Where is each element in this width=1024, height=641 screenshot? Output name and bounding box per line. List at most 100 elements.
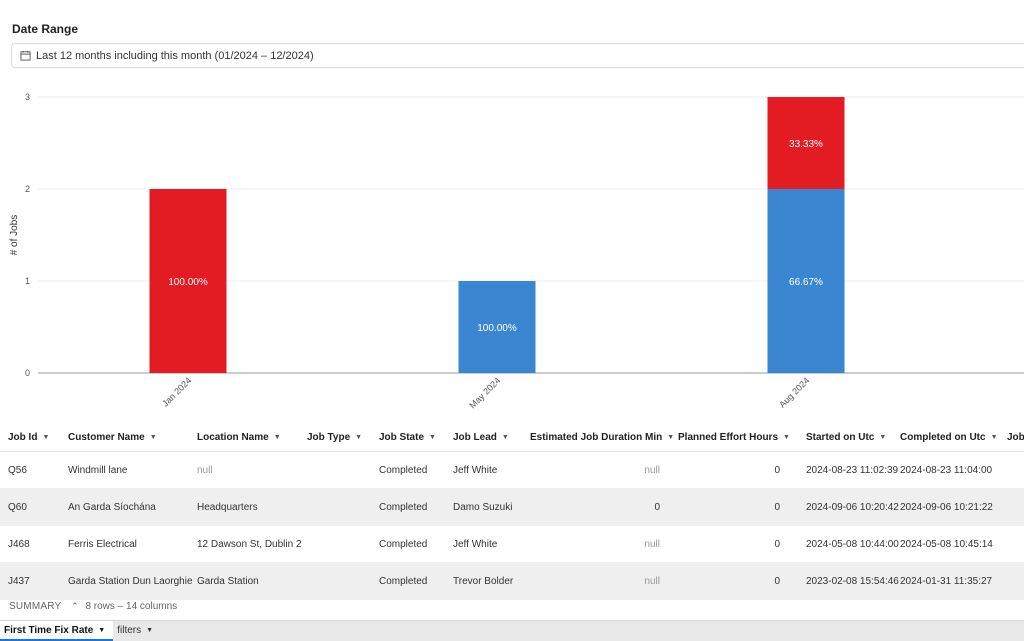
table-cell: null	[644, 576, 660, 587]
column-header-label: Job Id	[8, 432, 38, 443]
table-cell: null	[644, 465, 660, 476]
caret-down-icon[interactable]: ▼	[42, 434, 50, 441]
column-header[interactable]: Planned Effort Hours ▼	[678, 424, 790, 452]
table-cell: 2024-09-06 10:21:22	[900, 502, 993, 513]
bar-segment	[149, 189, 227, 373]
table-cell: Garda Station Dun Laorghie	[68, 576, 193, 587]
date-range-label: Date Range	[12, 22, 79, 36]
column-header[interactable]: Job Lead ▼	[453, 424, 509, 452]
y-tick-label: 1	[25, 276, 30, 286]
table-row[interactable]: J437 Garda Station Dun Laorghie Garda Stat…	[0, 563, 1024, 600]
column-header-label: Location Name	[197, 432, 269, 443]
column-header[interactable]: Job State ▼	[379, 424, 436, 452]
bar-data-label: 100.00%	[168, 277, 208, 288]
column-header-label: Job	[1007, 432, 1024, 443]
caret-down-icon[interactable]: ▼	[667, 434, 675, 441]
bar-segment	[458, 281, 536, 373]
table-cell: 0	[654, 502, 660, 513]
column-header-label: Estimated Job Duration Min	[530, 432, 663, 443]
column-header[interactable]: Location Name ▼	[197, 424, 281, 452]
table-cell: Headquarters	[197, 502, 258, 513]
column-header[interactable]: Completed on Utc ▼	[900, 424, 998, 452]
caret-down-icon[interactable]: ▼	[146, 627, 154, 634]
caret-down-icon[interactable]: ▼	[990, 434, 998, 441]
x-tick-label: Jan 2024	[160, 375, 193, 408]
table-cell: 0	[774, 576, 780, 587]
column-header-label: Planned Effort Hours	[678, 432, 779, 443]
table-cell: Completed	[379, 539, 428, 550]
table-cell: 2024-08-23 11:02:39	[806, 465, 899, 476]
caret-down-icon[interactable]: ▼	[98, 627, 106, 634]
summary-bar[interactable]: SUMMARY ⌃ 8 rows – 14 columns	[9, 601, 177, 612]
table-cell: 0	[774, 502, 780, 513]
caret-down-icon[interactable]: ▼	[273, 434, 281, 441]
column-header[interactable]: Started on Utc ▼	[806, 424, 886, 452]
y-axis-label: # of Jobs	[9, 215, 20, 256]
sheet-tab[interactable]: filters ▼	[113, 621, 161, 641]
table-cell: Q60	[8, 502, 27, 513]
column-header-label: Completed on Utc	[900, 432, 986, 443]
jobs-bar-chart: 0 1 2 3 # of Jobs 100.00% Jan 2024 100.00% May 2…	[9, 92, 1024, 410]
caret-down-icon[interactable]: ▼	[429, 434, 436, 441]
table-cell: 2024-05-08 10:44:00	[806, 539, 899, 550]
table-cell: J468	[8, 539, 30, 550]
bar-data-label: 100.00%	[477, 323, 517, 334]
x-tick-label: May 2024	[467, 375, 502, 410]
table-cell: null	[644, 539, 660, 550]
caret-down-icon[interactable]: ▼	[501, 434, 509, 441]
table-cell: 2024-08-23 11:04:00	[900, 465, 993, 476]
bar-data-label: 66.67%	[789, 277, 823, 288]
column-header-label: Job State	[379, 432, 425, 443]
sheet-tab[interactable]: First Time Fix Rate ▼	[0, 621, 114, 641]
bar-segment	[767, 189, 845, 373]
table-row[interactable]: J468 Ferris Electrical 12 Dawson St, Dubli…	[0, 526, 1024, 563]
date-range-value: Last 12 months including this month (01/…	[36, 49, 314, 62]
caret-down-icon[interactable]: ▼	[149, 434, 157, 441]
y-tick-label: 2	[25, 184, 30, 194]
chevron-up-icon[interactable]: ⌃	[71, 601, 79, 611]
calendar-icon	[20, 50, 31, 61]
table-cell: Q56	[8, 465, 27, 476]
caret-down-icon[interactable]: ▼	[355, 434, 363, 441]
bar-segment	[767, 97, 845, 189]
table-cell: Jeff White	[453, 539, 498, 550]
table-cell: 0	[774, 539, 780, 550]
caret-down-icon[interactable]: ▼	[879, 434, 887, 441]
column-header[interactable]: Job Type ▼	[307, 424, 362, 452]
table-cell: Garda Station	[197, 576, 259, 587]
table-cell: Completed	[379, 576, 428, 587]
table-cell: J437	[8, 576, 30, 587]
table-cell: Completed	[379, 465, 428, 476]
table-cell: Completed	[379, 502, 428, 513]
y-tick-label: 0	[25, 368, 30, 378]
column-header[interactable]: Job Id ▼	[8, 424, 49, 452]
sheet-tabs: First Time Fix Rate ▼ filters ▼	[0, 620, 1024, 641]
table-cell: Trevor Bolder	[453, 576, 514, 587]
column-header[interactable]: Estimated Job Duration Min ▼	[530, 424, 674, 452]
table-cell: Ferris Electrical	[68, 539, 137, 550]
column-header[interactable]: Customer Name ▼	[68, 424, 157, 452]
column-header-label: Job Type	[307, 432, 351, 443]
table-cell: null	[197, 465, 213, 476]
table-cell: Windmill lane	[68, 465, 128, 476]
caret-down-icon[interactable]: ▼	[783, 434, 790, 441]
table-header: Job Id ▼ Customer Name ▼ Location Name ▼ Job T…	[0, 424, 1024, 452]
table-cell: An Garda Síochána	[68, 502, 156, 513]
table-row[interactable]: Q56 Windmill lane null Completed Jeff White n…	[0, 452, 1024, 489]
column-header[interactable]: Job	[1007, 424, 1024, 452]
table-cell: 12 Dawson St, Dublin 2	[197, 539, 302, 550]
bar-data-label: 33.33%	[789, 139, 823, 150]
table-cell: Jeff White	[453, 465, 498, 476]
table-cell: 2023-02-08 15:54:46	[806, 576, 899, 587]
table-cell: 2024-05-08 10:45:14	[900, 539, 993, 550]
y-tick-label: 3	[25, 92, 30, 102]
column-header-label: Customer Name	[68, 432, 145, 443]
table-row[interactable]: Q60 An Garda Síochána Headquarters Complete…	[0, 489, 1024, 526]
table-cell: 0	[774, 465, 780, 476]
date-range-picker[interactable]: Last 12 months including this month (01/…	[11, 43, 1024, 68]
jobs-table: Job Id ▼ Customer Name ▼ Location Name ▼ Job T…	[0, 424, 1024, 600]
column-header-label: Job Lead	[453, 432, 497, 443]
table-body: Q56 Windmill lane null Completed Jeff White n…	[0, 452, 1024, 600]
column-header-label: Started on Utc	[806, 432, 875, 443]
sheet-tab-label: filters	[117, 625, 142, 636]
